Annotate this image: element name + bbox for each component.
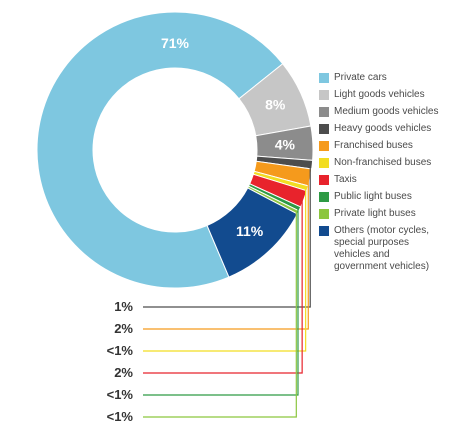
callout-label-8: <1% xyxy=(107,387,134,402)
callout-line-8 xyxy=(143,208,299,396)
legend-swatch xyxy=(319,192,329,202)
legend-item: Taxis xyxy=(319,174,449,186)
callout-label-7: 2% xyxy=(114,365,133,380)
legend-label: Medium goods vehicles xyxy=(334,106,439,117)
callout-line-9 xyxy=(143,211,297,418)
legend-item: Medium goods vehicles xyxy=(319,106,449,118)
slice-label-3: 4% xyxy=(275,137,296,153)
chart-legend: Private cars Light goods vehicles Medium g… xyxy=(319,72,449,278)
legend-item: Public light buses xyxy=(319,191,449,203)
legend-item: Private light buses xyxy=(319,208,449,220)
slice-label-2: 8% xyxy=(265,97,286,113)
legend-item: Light goods vehicles xyxy=(319,89,449,101)
callout-label-6: <1% xyxy=(107,343,134,358)
legend-label: Private light buses xyxy=(334,208,416,219)
legend-item: Private cars xyxy=(319,72,449,84)
legend-label: Others (motor cycles, special purposes v… xyxy=(334,225,430,272)
legend-swatch xyxy=(319,107,329,117)
legend-label: Non-franchised buses xyxy=(334,157,432,168)
callout-label-9: <1% xyxy=(107,409,134,424)
legend-swatch xyxy=(319,158,329,168)
legend-label: Heavy goods vehicles xyxy=(334,123,432,134)
slice-label-1: 71% xyxy=(161,35,190,51)
callouts: 1% 2% <1% 2% <1% <1% xyxy=(107,164,311,424)
callout-label-4: 1% xyxy=(114,299,133,314)
legend-swatch xyxy=(319,226,329,236)
callout-line-5 xyxy=(143,177,309,330)
legend-item: Others (motor cycles, special purposes v… xyxy=(319,225,449,273)
legend-swatch xyxy=(319,209,329,219)
legend-label: Public light buses xyxy=(334,191,412,202)
legend-label: Taxis xyxy=(334,174,357,185)
slice-labels: 71% 8% 4% 11% xyxy=(161,35,296,239)
callout-line-4 xyxy=(143,164,311,308)
legend-label: Light goods vehicles xyxy=(334,89,425,100)
slice-label-10: 11% xyxy=(236,223,264,239)
legend-swatch xyxy=(319,73,329,83)
slice-1 xyxy=(36,11,284,289)
slice-10 xyxy=(206,187,298,278)
legend-swatch xyxy=(319,175,329,185)
legend-swatch xyxy=(319,141,329,151)
legend-label: Franchised buses xyxy=(334,140,413,151)
callout-line-6 xyxy=(143,187,307,352)
legend-swatch xyxy=(319,124,329,134)
callout-line-7 xyxy=(143,198,303,374)
legend-swatch xyxy=(319,90,329,100)
legend-item: Franchised buses xyxy=(319,140,449,152)
legend-label: Private cars xyxy=(334,72,387,83)
legend-item: Heavy goods vehicles xyxy=(319,123,449,135)
callout-label-5: 2% xyxy=(114,321,133,336)
donut-slices xyxy=(36,11,314,289)
legend-item: Non-franchised buses xyxy=(319,157,449,169)
